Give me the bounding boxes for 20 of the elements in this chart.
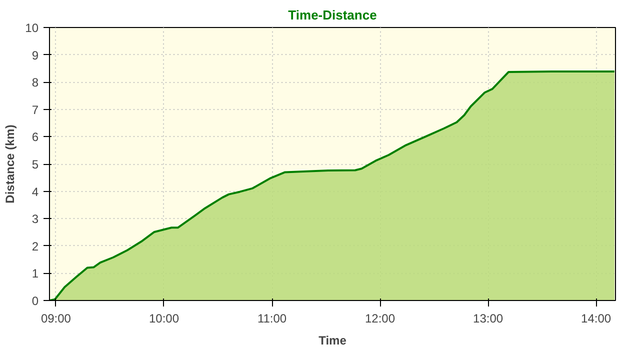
y-tick-label: 9 [32, 48, 39, 62]
y-tick-label: 6 [32, 130, 39, 144]
y-tick-label: 2 [32, 239, 39, 254]
x-tick-label: 14:00 [581, 312, 612, 326]
y-tick-label: 3 [32, 212, 39, 226]
y-tick-label: 5 [32, 158, 39, 172]
x-tick-label: 12:00 [365, 312, 396, 326]
y-tick-label: 1 [32, 266, 39, 281]
y-axis-title: Distance (km) [3, 124, 18, 204]
x-tick-label: 13:00 [473, 312, 504, 326]
y-tick-label: 4 [32, 184, 39, 199]
x-tick-label: 09:00 [40, 312, 72, 326]
x-axis-title: Time [318, 334, 347, 348]
x-tick-label: 10:00 [148, 312, 180, 326]
y-tick-label: 8 [32, 76, 39, 90]
y-tick-label: 7 [32, 102, 39, 117]
chart-title: Time-Distance [288, 8, 377, 22]
x-tick-label: 11:00 [257, 312, 287, 326]
y-tick-label: 0 [32, 294, 39, 308]
y-tick-label: 10 [25, 21, 39, 35]
